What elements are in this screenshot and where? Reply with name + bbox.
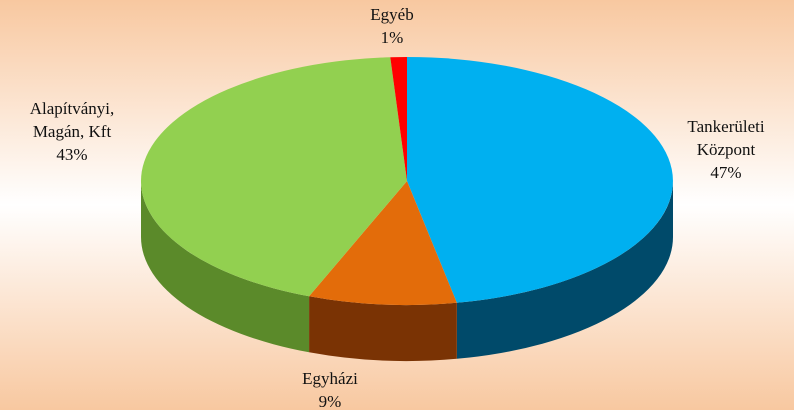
slice-value-label-2: 43%	[56, 145, 87, 164]
pie-slice-side-0	[456, 181, 673, 359]
pie-slice-0	[407, 57, 673, 303]
slice-label-3: Egyéb 1%	[370, 5, 413, 47]
pie-slice-3	[390, 56, 407, 181]
slice-name-line-3-0: Egyéb	[370, 5, 413, 24]
slice-name-line-2-0: Alapítványi,	[30, 99, 115, 118]
pie-slice-side-1	[309, 296, 457, 361]
slice-name-line-0-0: Tankerületi	[687, 117, 764, 136]
slice-name-line-0-1: Központ	[697, 140, 756, 159]
slice-name-line-1-0: Egyházi	[302, 369, 358, 388]
slice-label-1: Egyházi 9%	[302, 369, 358, 410]
slice-value-label-1: 9%	[319, 392, 342, 410]
pie-slice-2	[140, 57, 407, 297]
slice-label-2: Alapítványi, Magán, Kft 43%	[30, 99, 115, 164]
pie-slice-1	[309, 181, 457, 305]
pie-slice-side-2	[141, 181, 310, 353]
slice-value-label-0: 47%	[710, 163, 741, 182]
slice-name-line-2-1: Magán, Kft	[33, 122, 112, 141]
slice-label-0: Tankerületi Központ 47%	[687, 117, 764, 182]
slice-value-label-3: 1%	[381, 28, 404, 47]
